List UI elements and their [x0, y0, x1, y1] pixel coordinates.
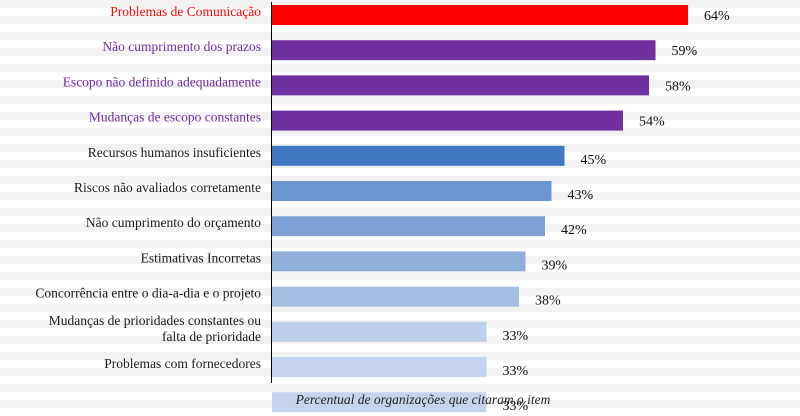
category-label-line: Escopo não definido adequadamente [63, 74, 261, 89]
category-label-5: Recursos humanos insuficientes [88, 145, 261, 160]
bar-12 [272, 392, 487, 413]
category-label-line: falta de prioridade [162, 329, 261, 344]
category-label-line: Problemas com fornecedores [104, 356, 261, 371]
category-label-1: Problemas de Comunicação [110, 4, 261, 19]
x-axis-title: Percentual de organizações que citaram o… [295, 392, 551, 407]
category-label-line: Riscos não avaliados corretamente [74, 180, 261, 195]
category-label-10: Mudanças de prioridades constantes ou fal… [49, 313, 261, 344]
bar-10 [272, 321, 487, 342]
category-label-line: Problemas de Comunicação [110, 4, 261, 19]
category-label-line: Mudanças de escopo constantes [89, 110, 261, 125]
bar-4 [272, 110, 623, 131]
bar-8 [272, 251, 526, 272]
value-label-1: 64% [704, 9, 730, 24]
value-label-4: 54% [639, 115, 665, 130]
value-label-3: 58% [665, 79, 691, 94]
bar-9 [272, 286, 519, 307]
value-label-6: 43% [568, 188, 594, 203]
category-label-4: Mudanças de escopo constantes [89, 110, 261, 125]
category-label-2: Não cumprimento dos prazos [102, 39, 261, 54]
category-label-11: Problemas com fornecedores [104, 356, 261, 371]
category-label-line: Não cumprimento do orçamento [86, 215, 261, 230]
category-labels-group: Problemas de Comunicação Não cumprimento … [35, 4, 261, 371]
bar-6 [272, 181, 552, 201]
bar-2 [272, 40, 656, 61]
value-label-2: 59% [672, 44, 698, 59]
bar-7 [272, 216, 545, 237]
value-label-11: 33% [503, 364, 529, 379]
category-label-8: Estimativas Incorretas [141, 250, 261, 265]
value-label-12: 33% [503, 399, 529, 414]
category-label-line: Estimativas Incorretas [141, 250, 261, 265]
bar-5 [272, 145, 565, 166]
category-label-3: Escopo não definido adequadamente [63, 74, 261, 89]
value-label-9: 38% [535, 294, 561, 309]
value-label-10: 33% [503, 329, 529, 344]
value-label-5: 45% [581, 153, 607, 168]
category-label-6: Riscos não avaliados corretamente [74, 180, 261, 195]
value-label-8: 39% [542, 258, 568, 273]
category-label-line: Mudanças de prioridades constantes ou [49, 313, 261, 328]
category-label-line: Concorrência entre o dia-a-dia e o proje… [35, 286, 261, 301]
value-labels-group: 64% 59% 58% 54% 45% 43% 42% 39% 38% 33% 33% 33% [503, 9, 731, 414]
bar-1 [272, 5, 688, 25]
category-label-line: Recursos humanos insuficientes [88, 145, 261, 160]
bars-group [272, 5, 688, 413]
category-label-line: Não cumprimento dos prazos [102, 39, 261, 54]
category-label-7: Não cumprimento do orçamento [86, 215, 261, 230]
bar-3 [272, 75, 649, 96]
category-label-9: Concorrência entre o dia-a-dia e o proje… [35, 286, 261, 301]
value-label-7: 42% [561, 223, 587, 238]
bar-11 [272, 357, 487, 377]
